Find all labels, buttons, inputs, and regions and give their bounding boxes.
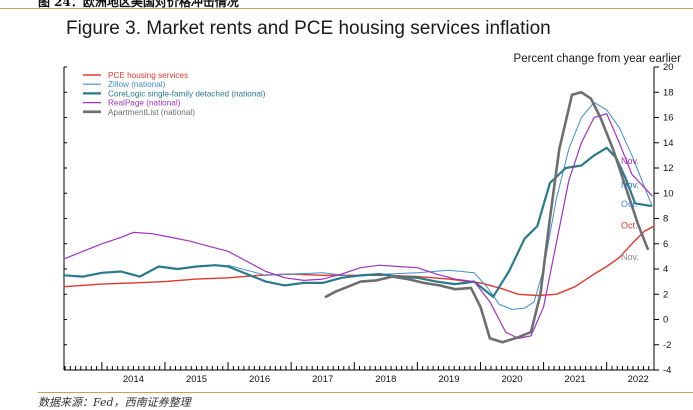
end-label-corelogic: Nov. — [621, 180, 639, 190]
y-tick-label: 18 — [663, 87, 674, 98]
legend-label-pce: PCE housing services — [108, 71, 188, 80]
series-line-realpage — [63, 113, 653, 339]
x-tick-label: 2017 — [312, 374, 333, 385]
y-tick-label: -4 — [663, 365, 671, 376]
x-tick-label: 2018 — [375, 374, 396, 385]
series-line-corelogic — [62, 146, 652, 298]
legend-label-realpage: RealPage (national) — [108, 99, 181, 108]
x-tick-label: 2016 — [249, 374, 270, 385]
x-tick-label: 2020 — [501, 374, 522, 385]
y-tick-label: 4 — [663, 264, 668, 275]
y-tick-label: 14 — [663, 138, 674, 149]
legend-label-apartmentlist: ApartmentList (national) — [108, 108, 195, 117]
source-note: 数据来源：Fed，西南证券整理 — [38, 396, 191, 409]
y-tick-label: -2 — [663, 340, 671, 351]
y-tick-label: 12 — [663, 163, 674, 174]
end-labels: Nov. Nov. Oct. Oct. Nov. — [621, 156, 639, 262]
y-axis-label: Percent change from year earlier — [513, 53, 681, 65]
x-tick-label: 2021 — [565, 374, 586, 385]
x-tick-label: 2019 — [438, 374, 459, 385]
top-banner: 图 24：欧洲地区美国对价格冲击情况 — [0, 0, 693, 9]
y-tick-label: 0 — [663, 315, 668, 326]
end-label-apartmentlist: Nov. — [621, 252, 639, 262]
end-label-zillow: Oct. — [621, 199, 638, 209]
series-line-apartmentlist — [324, 91, 649, 344]
x-tick-label: 2014 — [123, 374, 144, 385]
y-tick-label: 6 — [663, 239, 668, 250]
y-tick-label: 2 — [663, 289, 668, 300]
legend-label-zillow: Zillow (national) — [108, 80, 166, 89]
top-divider — [0, 8, 693, 9]
series-line-pce — [63, 225, 655, 297]
y-tick-label: 8 — [663, 214, 668, 225]
series-line-zillow — [227, 101, 653, 310]
y-tick-label: 16 — [663, 113, 674, 124]
y-tick-label: 20 — [663, 62, 674, 73]
end-label-realpage: Nov. — [621, 156, 639, 166]
series-lines — [62, 91, 655, 344]
x-tick-label: 2022 — [628, 374, 649, 385]
chart-title: Figure 3. Market rents and PCE housing s… — [66, 18, 551, 39]
legend-label-corelogic: CoreLogic single-family detached (nation… — [108, 89, 266, 98]
y-tick-label: 10 — [663, 188, 674, 199]
figure-caption-fragment: 图 24：欧洲地区美国对价格冲击情况 — [38, 0, 239, 9]
end-label-pce: Oct. — [621, 221, 638, 231]
bottom-divider — [38, 392, 693, 393]
x-tick-label: 2015 — [186, 374, 207, 385]
